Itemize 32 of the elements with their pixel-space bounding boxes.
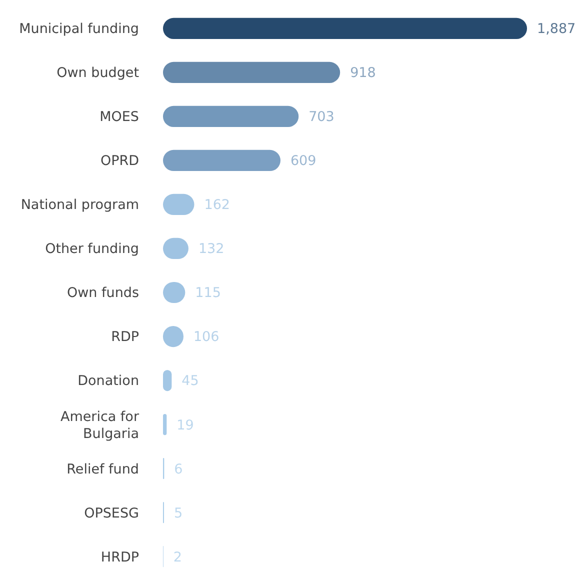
- data-label: 115: [195, 285, 221, 302]
- y-tick-label: OPRD: [100, 153, 139, 170]
- data-label: 703: [308, 109, 334, 126]
- data-label: 19: [176, 417, 194, 434]
- data-label: 2: [173, 549, 182, 566]
- data-label: 918: [350, 65, 376, 82]
- y-tick-label: Relief fund: [66, 461, 139, 478]
- bar: [163, 370, 172, 392]
- data-label: 45: [182, 373, 199, 390]
- bar: [163, 106, 299, 128]
- y-tick-label: Donation: [78, 373, 139, 390]
- data-label: 609: [290, 153, 316, 170]
- data-label: 132: [198, 241, 224, 258]
- y-tick-label: OPSESG: [84, 505, 139, 522]
- bar: [163, 150, 280, 172]
- y-tick-label: Own funds: [67, 285, 139, 302]
- bar: [163, 18, 527, 40]
- bar: [163, 414, 167, 436]
- bar: [163, 62, 340, 84]
- y-tick-label: Municipal funding: [19, 21, 139, 38]
- data-label: 6: [174, 461, 183, 478]
- y-tick-label: HRDP: [100, 549, 139, 566]
- data-label: 162: [204, 197, 230, 214]
- y-tick-label: America for Bulgaria: [60, 408, 140, 442]
- y-tick-label: National program: [20, 197, 139, 214]
- data-label: 5: [174, 505, 183, 522]
- y-tick-label: Own budget: [56, 65, 139, 82]
- y-tick-label: MOES: [100, 109, 139, 126]
- y-tick-label: RDP: [111, 329, 139, 346]
- data-label: 106: [193, 329, 220, 346]
- y-tick-label: Other funding: [45, 241, 139, 258]
- data-label: 1,887: [537, 21, 576, 38]
